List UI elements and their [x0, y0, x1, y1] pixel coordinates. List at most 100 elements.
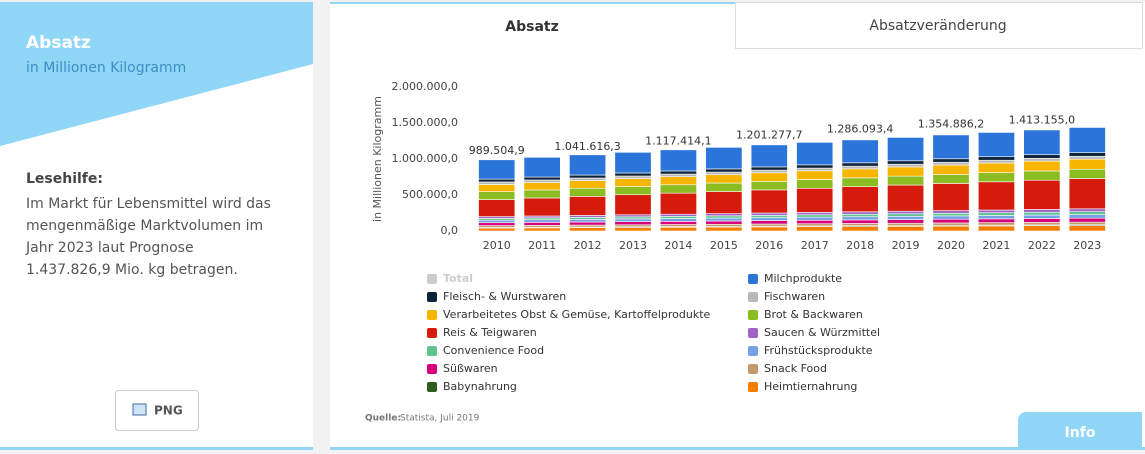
bar-segment: [750, 223, 788, 227]
bar-segment: [523, 156, 561, 178]
bar-segment: [932, 218, 970, 224]
bar-segment: [841, 177, 879, 187]
sidebar-title: Absatz: [26, 33, 91, 53]
x-tick-label: 2012: [574, 239, 602, 252]
help-line: mengenmäßige Marktvolumen im: [26, 218, 263, 234]
bar-segment: [569, 219, 607, 223]
bar-segment: [523, 222, 561, 226]
sidebar-subtitle: in Millionen Kilogramm: [26, 60, 186, 76]
legend-swatch: [427, 274, 437, 284]
info-button[interactable]: [1018, 412, 1142, 450]
bar-segment: [569, 227, 607, 232]
bar-segment: [523, 179, 561, 183]
legend-swatch: [427, 310, 437, 320]
bar-segment: [614, 218, 652, 222]
bar-segment: [841, 211, 879, 215]
bar-segment: [750, 215, 788, 218]
bar-segment: [705, 223, 743, 227]
bar-segment: [1023, 179, 1061, 210]
bar-segment: [1068, 127, 1106, 153]
x-tick-label: 2011: [528, 239, 556, 252]
bar-segment: [1023, 222, 1061, 226]
legend-label: Verarbeitetes Obst & Gemüse, Kartoffelpr…: [443, 308, 711, 321]
bar-segment: [1023, 211, 1061, 216]
tab[interactable]: Absatz: [505, 19, 558, 35]
x-tick-label: 2015: [710, 239, 738, 252]
legend-label: Milchprodukte: [764, 272, 842, 285]
bar-segment: [796, 212, 834, 216]
bar-segment: [841, 226, 879, 232]
legend-label: Snack Food: [764, 362, 827, 375]
bar-segment: [614, 178, 652, 187]
bar-segment: [614, 216, 652, 220]
bar-segment: [796, 142, 834, 166]
bar-segment: [614, 186, 652, 196]
bar-segment: [796, 219, 834, 225]
tab-inactive[interactable]: [735, 2, 1143, 49]
bar-segment: [478, 184, 516, 192]
bar-segment: [523, 189, 561, 199]
legend-label: Süßwaren: [443, 362, 498, 375]
bar-segment: [705, 171, 743, 176]
bar-segment: [750, 169, 788, 174]
bar-segment: [569, 187, 607, 197]
bar-segment: [478, 159, 516, 180]
bar-segment: [659, 184, 697, 194]
x-tick-label: 2017: [801, 239, 829, 252]
legend-swatch: [427, 292, 437, 302]
bar-segment: [796, 170, 834, 180]
bar-segment: [659, 216, 697, 219]
bar-segment: [750, 181, 788, 191]
legend-swatch: [748, 364, 758, 374]
help-text: Im Markt für Lebensmittel wird das mengen…: [25, 196, 271, 278]
bar-segment: [750, 217, 788, 221]
x-tick-label: 2023: [1073, 239, 1101, 252]
bar-segment: [523, 176, 561, 181]
bar-segment: [1068, 225, 1106, 232]
bar-segment: [977, 172, 1015, 183]
bar-segment: [841, 186, 879, 213]
bar-segment: [614, 221, 652, 226]
y-tick-label: 1.000.000,0: [392, 152, 458, 165]
bar-segment: [932, 164, 970, 175]
bar-segment: [932, 222, 970, 226]
bar-segment: [1023, 157, 1061, 162]
bar-segment: [705, 182, 743, 192]
bar-segment: [932, 225, 970, 232]
bar-segment: [705, 217, 743, 222]
bar-segment: [1068, 158, 1106, 170]
bar-segment: [887, 160, 925, 165]
bar-segment: [705, 174, 743, 184]
png-button[interactable]: [115, 390, 199, 431]
tab[interactable]: Absatzveränderung: [869, 18, 1006, 34]
bar-segment: [750, 166, 788, 171]
bar-segment: [659, 218, 697, 222]
x-tick-label: 2018: [846, 239, 874, 252]
legend-label: Convenience Food: [443, 344, 544, 357]
bar-segment: [750, 189, 788, 214]
help-line: Jahr 2023 laut Prognose: [25, 240, 194, 256]
y-tick-label: 500.000,0: [402, 188, 458, 201]
bar-segment: [478, 178, 516, 183]
bar-segment: [1023, 129, 1061, 156]
bar-segment: [841, 168, 879, 179]
bar-segment: [569, 180, 607, 189]
bar-segment: [796, 226, 834, 232]
bar-segment: [887, 222, 925, 226]
bar-segment: [932, 210, 970, 214]
bar-segment: [750, 172, 788, 182]
bar-segment: [932, 158, 970, 163]
active-tab-line: [330, 2, 735, 4]
bar-segment: [887, 210, 925, 215]
bar-segment: [750, 226, 788, 232]
y-axis-title: in Millionen Kilogramm: [371, 96, 384, 222]
bar-segment: [523, 227, 561, 232]
bar-segment: [887, 213, 925, 217]
bar-segment: [614, 227, 652, 232]
bar-segment: [614, 172, 652, 177]
bar-segment: [841, 216, 879, 221]
bar-segment: [705, 168, 743, 173]
bar-segment: [932, 215, 970, 220]
bar-segment: [887, 226, 925, 232]
bar-segment: [1068, 152, 1106, 157]
